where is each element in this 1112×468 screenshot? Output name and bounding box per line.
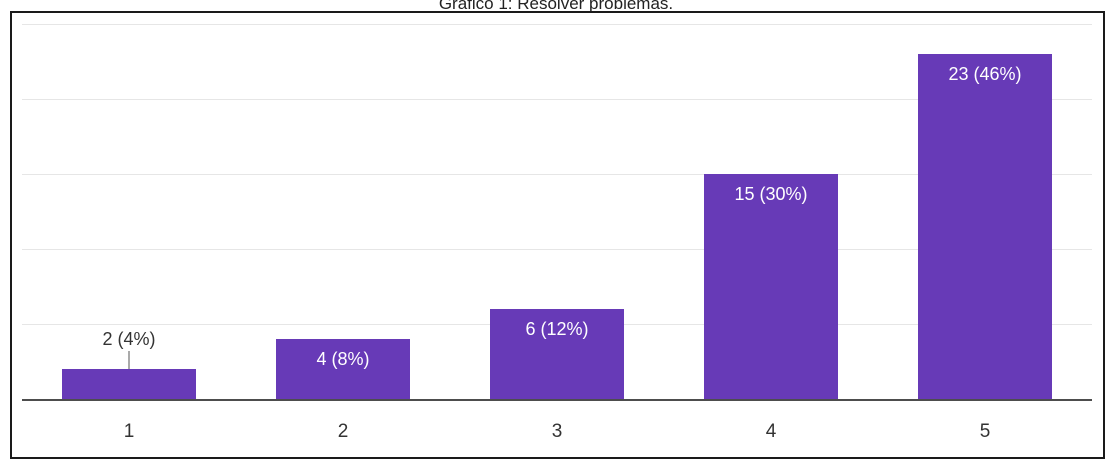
bar-2 xyxy=(276,339,410,399)
x-tick-label-3: 3 xyxy=(552,421,563,442)
bar-1 xyxy=(62,369,196,399)
data-label-5: 23 (46%) xyxy=(948,64,1021,84)
data-label-3: 6 (12%) xyxy=(525,319,588,339)
x-tick-label-2: 2 xyxy=(338,421,349,442)
data-labels: 2 (4%) 4 (8%) 6 (12%) 15 (30%) 23 (46%) xyxy=(102,64,1022,369)
x-tick-label-4: 4 xyxy=(766,421,777,442)
chart-title: Gráfico 1: Resolver problemas. xyxy=(438,0,674,13)
x-axis: 1 2 3 4 5 xyxy=(22,399,1092,442)
x-tick-label-1: 1 xyxy=(124,421,135,442)
bar-4 xyxy=(704,174,838,399)
bar-3 xyxy=(490,309,624,399)
data-label-4: 15 (30%) xyxy=(734,184,807,204)
bars xyxy=(62,54,1052,399)
data-label-1: 2 (4%) xyxy=(102,329,155,349)
bar-5 xyxy=(918,54,1052,399)
data-label-2: 4 (8%) xyxy=(316,349,369,369)
x-tick-label-5: 5 xyxy=(980,421,991,442)
